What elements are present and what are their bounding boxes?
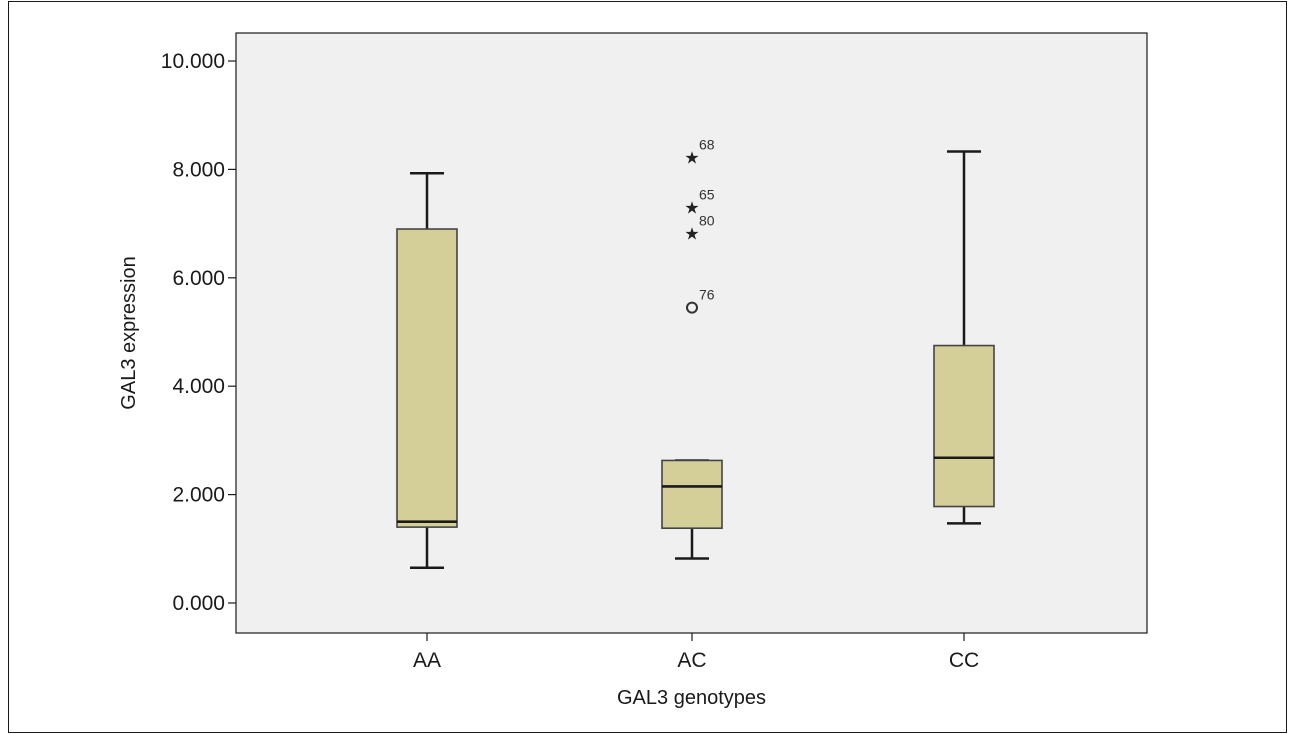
- box-cc: [933, 150, 995, 525]
- y-tick-label: 2.000: [172, 484, 225, 507]
- outlier-label: 65: [699, 186, 715, 202]
- outlier-star: ★: [684, 148, 699, 168]
- outlier-star: ★: [684, 198, 699, 218]
- y-axis: 0.000 2.000 4.000 6.000 8.000 10.000: [161, 50, 236, 615]
- x-tick-label: CC: [949, 649, 979, 672]
- y-tick-label: 8.000: [172, 158, 225, 181]
- x-axis-title: GAL3 genotypes: [617, 687, 766, 709]
- figure-frame: 0.000 2.000 4.000 6.000 8.000 10.000 AA AC CC ★…: [8, 1, 1287, 733]
- iqr-box: [661, 459, 723, 530]
- x-tick-label: AC: [677, 649, 706, 672]
- x-axis: AA AC CC: [413, 633, 979, 672]
- outlier-label: 80: [699, 212, 715, 228]
- y-tick-label: 10.000: [161, 50, 225, 73]
- iqr-box: [396, 228, 458, 528]
- y-tick-label: 0.000: [172, 592, 225, 615]
- x-tick-label: AA: [413, 649, 441, 672]
- outlier-circle: [686, 301, 698, 314]
- outlier-star: ★: [684, 224, 699, 244]
- outlier-label: 76: [699, 287, 715, 303]
- y-tick-label: 4.000: [172, 375, 225, 398]
- boxplot-chart: 0.000 2.000 4.000 6.000 8.000 10.000 AA AC CC ★…: [118, 32, 1148, 709]
- outlier-label: 68: [699, 136, 715, 152]
- y-axis-title: GAL3 expression: [118, 256, 140, 409]
- iqr-box: [933, 344, 995, 508]
- y-tick-label: 6.000: [172, 267, 225, 290]
- box-aa: [396, 171, 458, 570]
